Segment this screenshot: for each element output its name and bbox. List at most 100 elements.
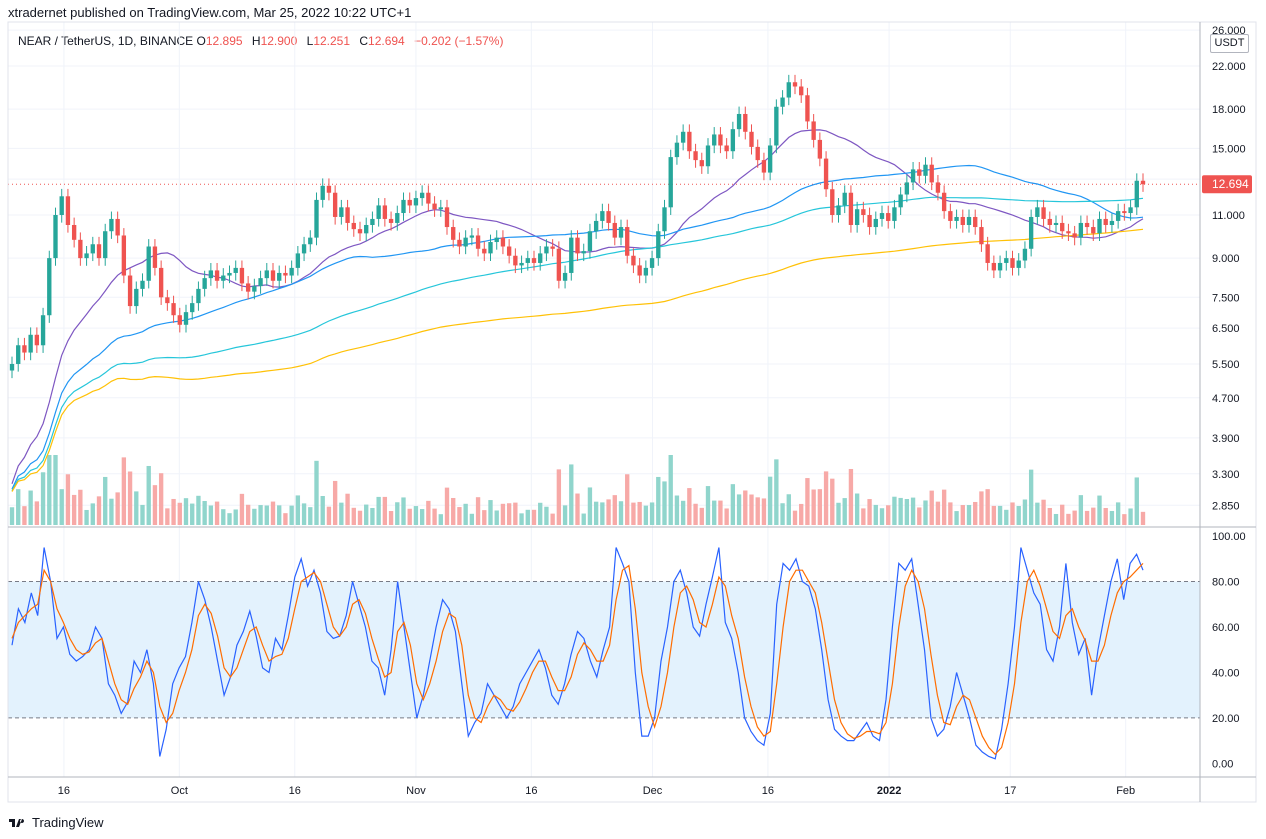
volume-bar — [258, 505, 263, 525]
volume-bar — [90, 503, 95, 525]
candle-body — [444, 207, 450, 228]
volume-bar — [84, 509, 89, 525]
volume-bar — [78, 489, 83, 525]
candle-body — [805, 95, 810, 122]
price-tick-label: 26.000 — [1212, 25, 1246, 37]
volume-bar — [127, 471, 133, 525]
moving-averages — [11, 129, 1144, 492]
volume-bar — [53, 455, 58, 525]
candle-body — [109, 218, 114, 232]
candle-body — [158, 267, 164, 298]
volume-bar — [786, 494, 791, 525]
candle-body — [221, 275, 226, 281]
candle-body — [332, 192, 338, 217]
volume-bar — [140, 504, 145, 525]
price-tick-label: 6.500 — [1212, 323, 1240, 335]
candle-body — [836, 205, 841, 215]
price-tick-label: 3.300 — [1212, 469, 1240, 481]
candle-body — [991, 262, 997, 271]
volume-bar — [680, 500, 686, 525]
volume-bar — [264, 505, 269, 525]
candle-body — [239, 267, 245, 284]
volume-bar — [848, 468, 854, 525]
volume-bar — [146, 465, 151, 525]
candle-body — [743, 113, 748, 132]
volume-bar — [40, 472, 46, 525]
candle-body — [1115, 211, 1121, 221]
candle-body — [799, 86, 804, 96]
volume-bar — [183, 498, 189, 525]
candle-body — [320, 185, 325, 200]
volume-bar — [457, 507, 462, 525]
volume-bar — [730, 484, 736, 525]
volume-bar — [432, 508, 437, 525]
volume-bar — [413, 506, 419, 525]
volume-bar — [979, 491, 984, 525]
volume-bar — [873, 504, 878, 525]
candle-body — [494, 237, 499, 243]
candle-body — [687, 131, 692, 152]
volume-bar — [817, 489, 823, 525]
footer-brand: TradingView — [32, 815, 104, 830]
volume-bar — [376, 496, 381, 525]
candle-body — [562, 272, 568, 281]
change-value: −0.202 (−1.57%) — [414, 34, 504, 48]
candle-body — [600, 211, 605, 221]
open-value: 12.895 — [205, 34, 243, 48]
volume-bar — [152, 485, 158, 525]
candle-body — [854, 209, 860, 225]
volume-bar — [917, 507, 922, 525]
stoch-tick-label: 100.00 — [1212, 531, 1246, 543]
volume-bar — [283, 513, 288, 525]
volume-bar — [562, 505, 568, 525]
candle-body — [488, 242, 493, 254]
volume-bar — [705, 486, 711, 525]
volume-bar — [513, 502, 518, 525]
volume-bar — [1134, 477, 1139, 525]
time-tick-label: 16 — [525, 785, 537, 797]
candle-body — [413, 198, 419, 206]
ma-line-50 — [11, 164, 1144, 490]
currency-button[interactable]: USDT — [1210, 34, 1249, 53]
candle-body — [550, 246, 555, 249]
candle-body — [177, 315, 182, 325]
candle-body — [165, 297, 170, 304]
candle-body — [326, 185, 332, 193]
candle-body — [1028, 216, 1034, 249]
volume-bar — [625, 474, 630, 525]
candle-body — [1047, 218, 1052, 225]
volume-bar — [451, 497, 456, 525]
volume-bar — [805, 478, 810, 525]
candle-body — [407, 199, 412, 206]
candle-body — [1004, 258, 1009, 263]
candle-body — [345, 207, 350, 223]
candle-body — [1122, 211, 1127, 214]
last-price-badge — [1202, 175, 1252, 194]
volume-bar — [103, 476, 108, 525]
high-label: H — [251, 34, 261, 48]
candle-body — [270, 270, 276, 281]
candle-body — [152, 246, 158, 268]
candle-body — [500, 237, 506, 247]
volume-bar — [991, 505, 997, 525]
volume-bar — [370, 507, 375, 525]
grid-lines — [8, 22, 1200, 777]
last-price-label: 12.694 — [1212, 177, 1249, 191]
candle-body — [196, 288, 201, 304]
time-tick-label: Dec — [643, 785, 663, 797]
volume-bar — [208, 505, 214, 525]
volume-bar — [780, 503, 785, 525]
low-value: 12.251 — [313, 34, 351, 48]
candle-body — [973, 216, 978, 228]
volume-bar — [16, 489, 21, 525]
candlesticks — [9, 74, 1146, 379]
candle-body — [538, 253, 543, 263]
candle-body — [351, 222, 356, 230]
volume-bar — [836, 502, 841, 525]
volume-bar — [643, 505, 649, 525]
candle-body — [767, 145, 773, 173]
candle-body — [519, 262, 524, 266]
candle-body — [910, 169, 916, 183]
volume-bar — [308, 507, 313, 525]
